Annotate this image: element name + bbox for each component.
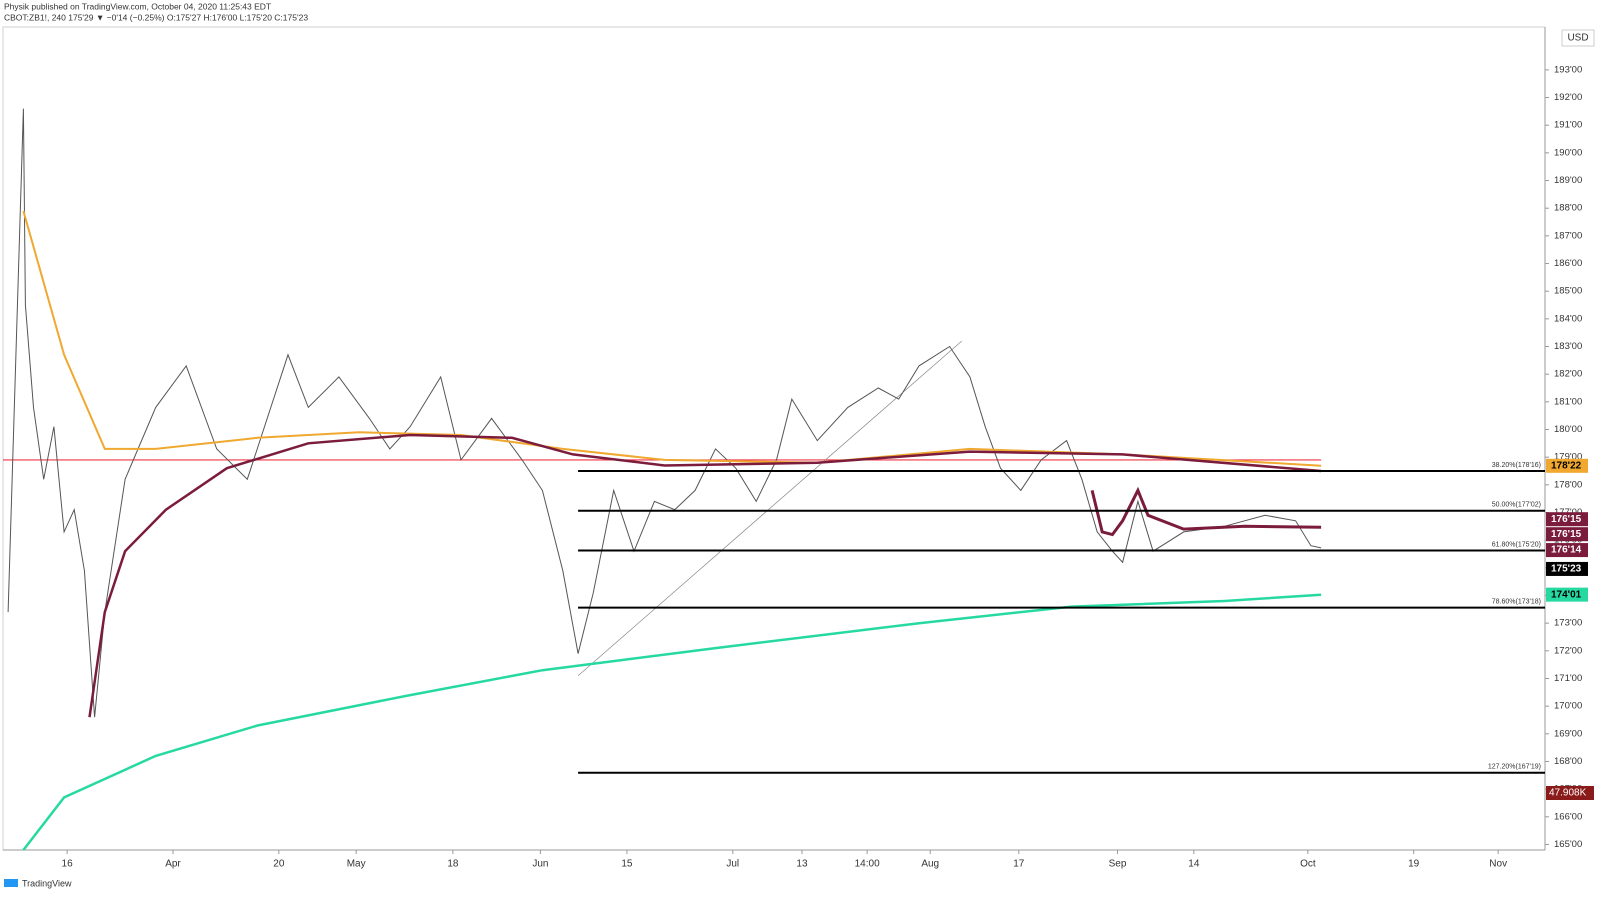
y-tick-label: 187'00 [1554,230,1582,241]
y-tick-label: 178'00 [1554,479,1582,490]
fib-label: 50.00%(177'02) [1492,502,1541,509]
y-tick-label: 192'00 [1554,92,1582,103]
price-line [22,593,1322,851]
price-tag-label: 176'15 [1551,514,1582,525]
x-tick-label: 18 [447,859,459,870]
fib-label: 78.60%(173'18) [1492,598,1541,605]
y-tick-label: 172'00 [1554,645,1582,656]
x-tick-label: Oct [1300,859,1316,870]
price-tag-label: 174'01 [1551,589,1582,600]
x-tick-label: Apr [165,859,181,870]
y-tick-label: 179'00 [1554,452,1582,463]
x-tick-label: Nov [1489,859,1507,870]
logo-icon [4,879,18,887]
y-tick-label: 181'00 [1554,396,1582,407]
price-tag-label: 175'23 [1551,564,1582,575]
y-tick-label: 168'00 [1554,756,1582,767]
y-tick-label: 184'00 [1554,313,1582,324]
price-tag-label: 176'14 [1551,545,1582,556]
y-tick-label: 189'00 [1554,175,1582,186]
publisher: Physik published on TradingView.com, Oct… [4,1,271,11]
price-tag [1546,458,1588,473]
x-tick-label: 17 [1013,859,1025,870]
frame [2,26,1546,851]
x-tick-label: Aug [921,859,939,870]
currency: USD [1567,33,1588,44]
y-tick-label: 171'00 [1554,673,1582,684]
price-tag [1546,561,1588,576]
y-tick-label: 180'00 [1554,424,1582,435]
y-tick-label: 166'00 [1554,811,1582,822]
price-tag [1546,527,1588,542]
y-tick-label: 191'00 [1554,120,1582,131]
x-tick-label: 16 [62,859,74,870]
trend-line [577,340,963,676]
currency-box [1561,29,1595,47]
x-tick-label: Jun [532,859,548,870]
x-tick-label: 14 [1188,859,1200,870]
y-tick-label: 185'00 [1554,286,1582,297]
volume-tag-label: 47.908K [1549,788,1587,799]
price-line [7,108,1322,718]
y-tick-label: 186'00 [1554,258,1582,269]
footer-logo: TradingView [22,878,72,888]
price-line [22,210,1322,467]
x-tick-label: Sep [1109,859,1127,870]
x-tick-label: 20 [273,859,285,870]
y-tick-label: 182'00 [1554,369,1582,380]
price-line [88,433,1322,718]
y-tick-label: 165'00 [1554,839,1582,850]
x-tick-label: May [347,859,366,870]
x-tick-label: Jul [726,859,739,870]
fib-label: 61.80%(175'20) [1492,541,1541,548]
y-tick-label: 169'00 [1554,728,1582,739]
price-tag [1546,512,1588,527]
fib-label: 127.20%(167'19) [1488,764,1541,771]
fib-label: 38.20%(178'16) [1492,462,1541,469]
x-tick-label: 14:00 [855,859,880,870]
price-tag-label: 178'22 [1551,460,1582,471]
price-line [1090,486,1322,537]
y-tick-label: 173'00 [1554,618,1582,629]
price-tag-label: 176'15 [1551,529,1582,540]
x-tick-label: 19 [1408,859,1420,870]
y-tick-label: 183'00 [1554,341,1582,352]
price-tag [1546,543,1588,558]
volume-tag [1546,786,1594,800]
y-tick-label: 170'00 [1554,701,1582,712]
price-tag [1546,587,1588,602]
x-tick-label: 15 [621,859,633,870]
x-tick-label: 13 [796,859,808,870]
y-tick-label: 190'00 [1554,147,1582,158]
symbol-info: CBOT:ZB1!, 240 175'29 ▼ −0'14 (−0.25%) O… [4,12,308,22]
y-tick-label: 193'00 [1554,64,1582,75]
y-tick-label: 188'00 [1554,203,1582,214]
